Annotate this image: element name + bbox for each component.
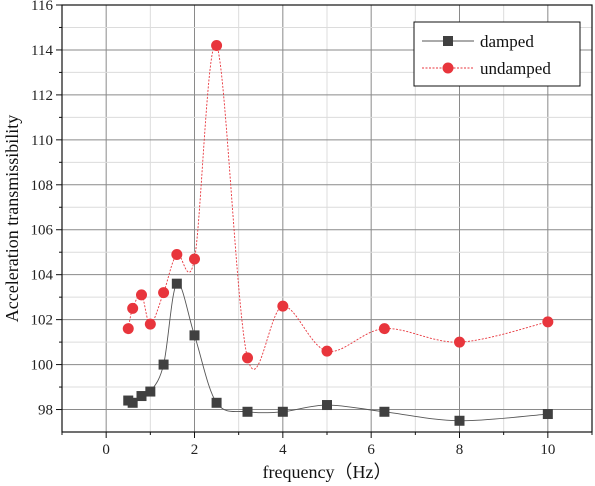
axis-ticks: 0 2 4 6 8 10 98 100 102 104 106 108 110 112 114 116 bbox=[31, 0, 593, 458]
y-tick-label: 108 bbox=[31, 178, 54, 194]
y-tick-label: 100 bbox=[31, 358, 54, 374]
legend-box bbox=[413, 21, 581, 87]
data-point-damped bbox=[136, 391, 147, 402]
data-point-damped bbox=[171, 278, 182, 289]
legend-entry-damped: damped bbox=[422, 32, 534, 51]
x-tick-label: 8 bbox=[456, 442, 464, 458]
y-tick-label: 102 bbox=[31, 313, 54, 329]
y-tick-label: 112 bbox=[31, 88, 53, 104]
data-point-damped bbox=[277, 406, 288, 417]
legend: damped undamped bbox=[413, 21, 581, 87]
legend-marker-undamped bbox=[442, 62, 454, 74]
data-point-damped bbox=[322, 400, 332, 411]
data-point-damped bbox=[454, 415, 465, 426]
x-axis-title: frequency（Hz） bbox=[263, 462, 392, 482]
legend-label-undamped: undamped bbox=[480, 59, 551, 78]
legend-marker-damped bbox=[443, 36, 453, 46]
data-point-undamped bbox=[321, 345, 333, 357]
data-point-undamped bbox=[171, 248, 183, 260]
x-tick-label: 6 bbox=[367, 442, 375, 458]
data-point-damped bbox=[127, 397, 138, 408]
y-tick-label: 116 bbox=[31, 0, 53, 14]
series-line-damped bbox=[127, 283, 548, 422]
data-point-undamped bbox=[122, 323, 134, 335]
legend-entry-undamped: undamped bbox=[422, 59, 551, 78]
y-tick-label: 106 bbox=[31, 223, 54, 239]
x-tick-label: 2 bbox=[191, 442, 199, 458]
legend-label-damped: damped bbox=[480, 32, 534, 51]
series-markers bbox=[122, 39, 554, 426]
y-tick-label: 114 bbox=[31, 43, 53, 59]
data-point-undamped bbox=[136, 289, 147, 301]
x-tick-label: 4 bbox=[279, 442, 287, 458]
y-tick-label: 104 bbox=[31, 268, 54, 284]
data-point-damped bbox=[145, 386, 156, 397]
data-point-undamped bbox=[542, 316, 554, 328]
x-tick-label: 0 bbox=[102, 442, 110, 458]
data-point-undamped bbox=[189, 253, 200, 265]
data-point-undamped bbox=[277, 300, 289, 312]
data-point-undamped bbox=[144, 318, 156, 330]
data-point-damped bbox=[189, 330, 200, 341]
data-point-undamped bbox=[454, 336, 465, 348]
x-tick-label: 10 bbox=[540, 442, 555, 458]
data-point-damped bbox=[379, 406, 390, 417]
data-point-undamped bbox=[378, 323, 390, 335]
data-point-damped bbox=[211, 397, 222, 408]
data-point-undamped bbox=[211, 39, 223, 51]
data-point-undamped bbox=[127, 302, 139, 314]
y-tick-label: 110 bbox=[31, 133, 53, 149]
data-point-undamped bbox=[158, 287, 170, 299]
data-point-damped bbox=[542, 409, 553, 420]
y-axis-title: Acceleration transmissibility bbox=[2, 115, 22, 322]
data-point-damped bbox=[242, 406, 253, 417]
data-point-damped bbox=[158, 359, 169, 370]
data-point-undamped bbox=[242, 352, 253, 364]
y-tick-label: 98 bbox=[38, 403, 53, 419]
